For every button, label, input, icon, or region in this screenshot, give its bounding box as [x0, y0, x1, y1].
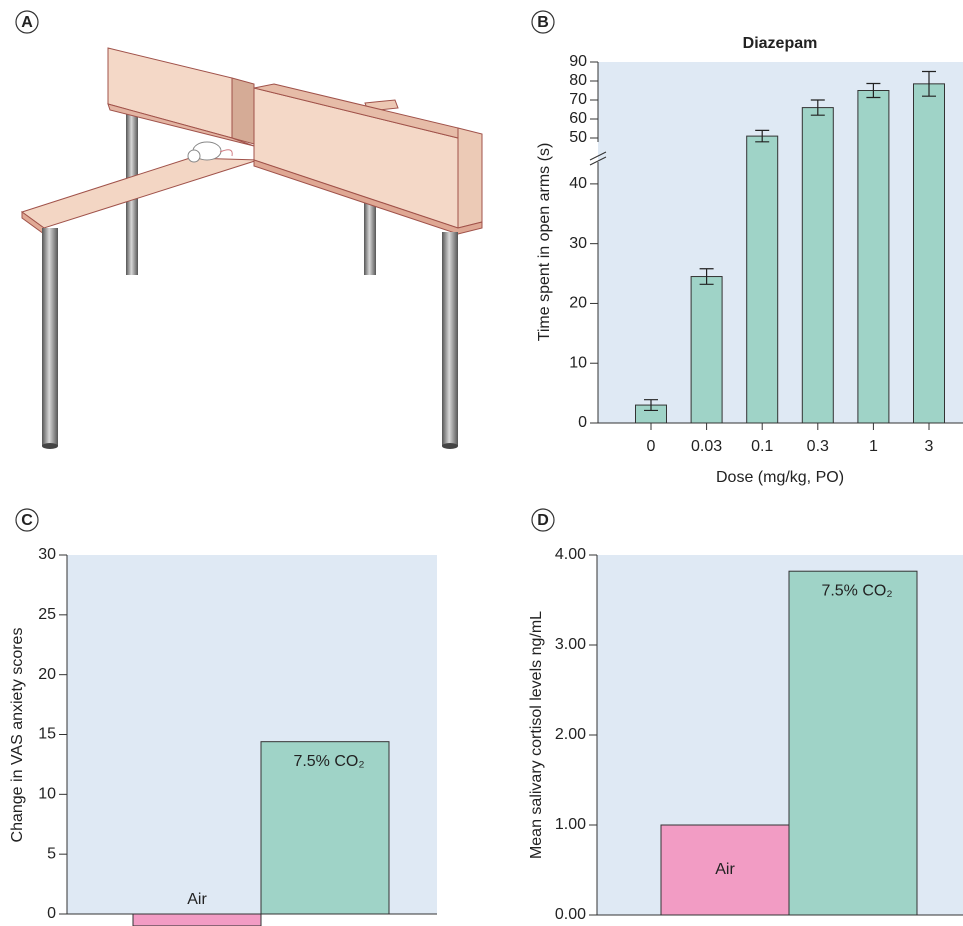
y-tick-label: 10: [38, 786, 56, 803]
bar-label: Air: [715, 861, 735, 878]
y-axis-label: Change in VAS anxiety scores: [9, 628, 26, 843]
x-tick-label: 0: [647, 438, 656, 455]
y-tick-label: 0.00: [555, 906, 586, 923]
panel-label: C: [21, 512, 33, 529]
y-axis-label: Time spent in open arms (s): [536, 143, 553, 342]
y-tick-label: 5: [47, 845, 56, 862]
y-tick-label: 4.00: [555, 546, 586, 563]
y-tick-label: 2.00: [555, 726, 586, 743]
error-bar: [644, 399, 658, 412]
maze-illustration: [20, 47, 483, 449]
error-bar: [922, 70, 936, 97]
y-tick-label: 50: [569, 129, 587, 146]
y-tick-label: 1.00: [555, 816, 586, 833]
error-bar: [699, 268, 714, 285]
panel-label-circle: [15, 508, 39, 532]
y-tick-label: 0: [47, 905, 56, 922]
bar: [690, 276, 723, 424]
x-axis-label: Dose (mg/kg, PO): [716, 469, 844, 486]
x-tick-label: 0.1: [751, 438, 773, 455]
y-tick-label: 40: [569, 175, 587, 192]
y-tick-label: 60: [569, 110, 587, 127]
y-tick-label: 10: [569, 354, 587, 371]
y-tick-label: 80: [569, 72, 587, 89]
bar: [260, 741, 390, 915]
x-tick-label: 1: [869, 438, 878, 455]
y-tick-label: 20: [569, 295, 587, 312]
y-tick-label: 30: [569, 235, 587, 252]
y-tick-label: 15: [38, 726, 56, 743]
error-bar: [810, 99, 825, 116]
plot-background: [598, 62, 963, 423]
y-tick-label: 30: [38, 546, 56, 563]
x-tick-label: 0.03: [691, 438, 722, 455]
bar: [746, 135, 779, 424]
y-tick-label: 0: [578, 414, 587, 431]
bar-label: 7.5% CO₂: [821, 582, 892, 599]
x-tick-label: 0.3: [807, 438, 829, 455]
chart-title: Diazepam: [743, 35, 818, 52]
bar: [857, 90, 890, 424]
bar-label: 7.5% CO₂: [293, 753, 364, 770]
y-axis-label: Mean salivary cortisol levels ng/mL: [528, 611, 545, 859]
y-tick-label: 70: [569, 91, 587, 108]
bar: [788, 570, 918, 916]
y-tick-label: 90: [569, 53, 587, 70]
error-bar: [755, 129, 770, 143]
panel-label: A: [21, 14, 33, 31]
panel-label-circle: [15, 10, 39, 34]
y-tick-label: 25: [38, 606, 56, 623]
bar: [913, 83, 945, 424]
panel-label: D: [537, 512, 549, 529]
y-tick-label: 3.00: [555, 636, 586, 653]
error-bar: [866, 82, 881, 99]
panel-label: B: [537, 14, 549, 31]
bar: [132, 913, 262, 926]
bar-label: Air: [187, 891, 207, 908]
bar: [801, 107, 834, 424]
axis-break: [589, 151, 607, 166]
panel-label-circle: [531, 10, 555, 34]
x-tick-label: 3: [925, 438, 934, 455]
y-tick-label: 20: [38, 666, 56, 683]
panel-label-circle: [531, 508, 555, 532]
